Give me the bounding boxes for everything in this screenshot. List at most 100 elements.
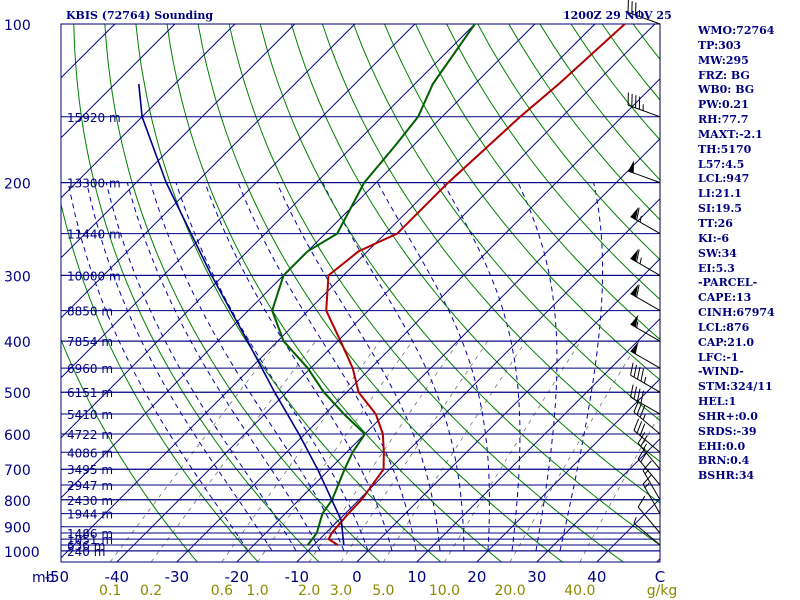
dewpoint-line [271, 24, 476, 546]
temp-tick-label: 10 [407, 568, 426, 586]
pressure-tick-label: 100 [4, 18, 31, 34]
moist-adiabat [175, 182, 369, 551]
height-label: 7854 m [67, 335, 113, 349]
isotherm [61, 24, 296, 259]
index-item: LCL:876 [698, 320, 750, 334]
index-item: CINH:67974 [698, 306, 775, 320]
isotherm [116, 24, 656, 562]
height-label: 8850 m [67, 305, 113, 319]
temp-tick-label: 30 [527, 568, 546, 586]
pressure-tick-label: 600 [4, 428, 31, 444]
wind-barb [633, 418, 661, 453]
temp-tick-label: 0 [352, 568, 362, 586]
index-item: EI:5.3 [698, 261, 735, 275]
moist-adiabat [237, 182, 417, 551]
barb-full [631, 1, 633, 14]
isotherm [61, 24, 176, 139]
barb-full [639, 405, 646, 418]
barb-staff [633, 430, 661, 453]
index-item: STM:324/11 [698, 380, 773, 394]
wind-barb [642, 460, 661, 501]
wind-barb [627, 0, 661, 25]
barb-full [637, 495, 646, 508]
barb-full [640, 390, 644, 404]
mixing-ratio-line [109, 340, 279, 562]
barb-full [642, 460, 652, 471]
wind-barb [630, 341, 661, 369]
dry-adiabat [197, 24, 563, 562]
dry-adiabat [135, 24, 442, 562]
height-label: 15920 m [67, 111, 121, 125]
pressure-tick-label: 300 [4, 269, 31, 285]
isotherm [476, 378, 660, 562]
isotherm [61, 24, 536, 499]
barb-half [636, 321, 639, 328]
wind-barb [642, 474, 661, 514]
barb-full [635, 95, 637, 108]
index-item: LFC:-1 [698, 350, 739, 364]
wind-barb [627, 92, 661, 118]
barb-staff [630, 216, 661, 235]
mixing-ratio-label: 0.6 [211, 583, 233, 599]
height-label: 1051 m [67, 533, 113, 547]
barb-half [644, 482, 650, 489]
dry-adiabat [415, 24, 660, 341]
height-label: 636 m [67, 539, 105, 553]
mixing-ratio-label: 10.0 [429, 583, 460, 599]
barb-full [636, 421, 643, 434]
mixing-ratio-line [340, 340, 489, 562]
barb-staff [637, 506, 661, 534]
mixing-ratio-label: 2.0 [298, 583, 320, 599]
wind-barb [630, 249, 661, 276]
isotherm [236, 138, 660, 562]
wind-barb [630, 384, 661, 415]
barb-staff [642, 484, 661, 514]
index-item: -PARCEL- [698, 276, 758, 290]
height-label: 10000 m [67, 269, 121, 283]
index-item: MAXT:-2.1 [698, 127, 763, 141]
wind-barbs [627, 0, 661, 551]
barb-staff [637, 442, 661, 470]
index-item: SRDS:-39 [698, 424, 757, 438]
index-item: LI:21.1 [698, 187, 742, 201]
chart-title: KBIS (72764) Sounding [66, 9, 214, 22]
isotherm [61, 24, 596, 559]
height-label: 1944 m [67, 508, 113, 522]
barb-full [633, 418, 640, 431]
barb-full [636, 207, 640, 221]
plot-frame [60, 23, 661, 563]
pressure-tick-label: 200 [4, 177, 31, 193]
wind-barb [633, 517, 661, 546]
mixing-ratio-line [257, 340, 413, 562]
barb-full [636, 366, 641, 380]
barb-full [633, 364, 638, 378]
dry-adiabat [446, 24, 660, 301]
wind-barb [637, 495, 661, 534]
dry-adiabat [290, 24, 660, 504]
isotherm [61, 24, 356, 319]
mixing-ratio-line [382, 340, 527, 562]
temperature-line [325, 24, 626, 546]
index-item: TH:5170 [698, 142, 752, 156]
isotherm [176, 78, 660, 562]
isotherm [61, 24, 236, 199]
barb-full [630, 362, 634, 376]
temp-tick-label: -30 [165, 568, 190, 586]
indices-panel: WMO:72764 TP:303 MW:295 FRZ: BG WB0: BG PW:0.… [698, 24, 798, 484]
mixing-ratio-label: 0.2 [140, 583, 162, 599]
dry-adiabat [61, 338, 198, 562]
pressure-tick-label: 800 [4, 494, 31, 510]
isotherm [61, 24, 476, 439]
barb-staff [637, 458, 661, 486]
dry-adiabat [384, 24, 660, 381]
barb-full [638, 96, 641, 110]
barb-full [642, 474, 652, 485]
height-label: 5410 m [67, 408, 113, 422]
barb-staff [630, 396, 661, 415]
dry-adiabat [477, 24, 660, 261]
barb-staff [630, 257, 661, 276]
isotherms [61, 24, 660, 562]
barb-staff [642, 470, 661, 501]
